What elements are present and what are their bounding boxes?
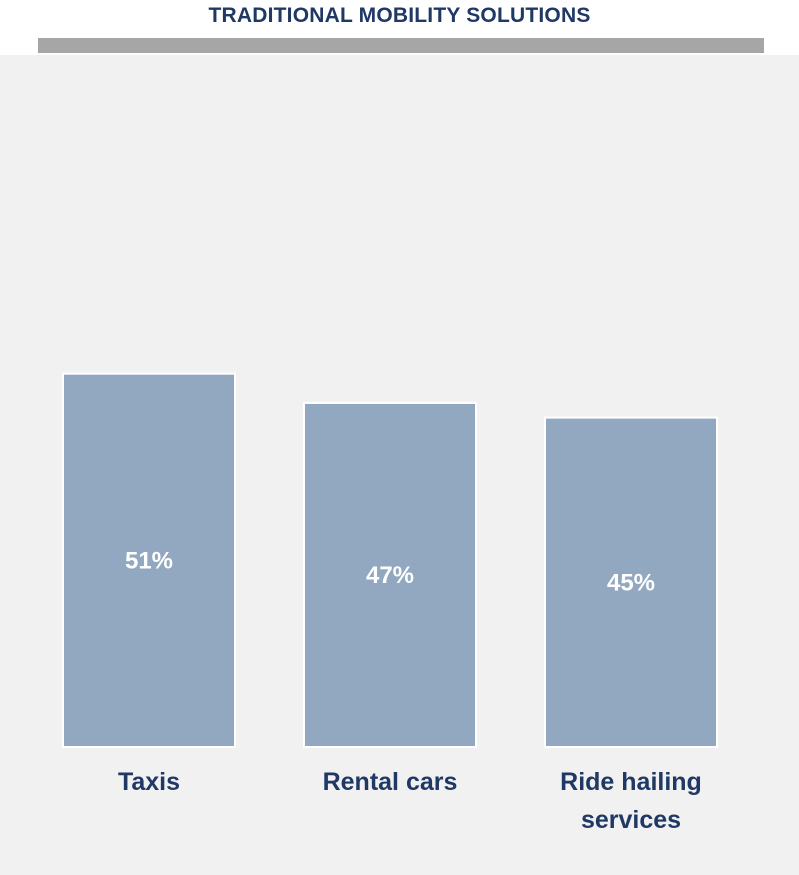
bar-chart: 51% Taxis 47% Rental cars 45% Ride hailing ser…: [62, 372, 718, 834]
title-divider: [38, 38, 764, 53]
chart-title: TRADITIONAL MOBILITY SOLUTIONS: [208, 4, 591, 27]
bar-taxis: [62, 372, 236, 748]
bar-value-label: 51%: [125, 547, 173, 574]
category-label: Ride hailing: [560, 768, 702, 796]
category-label: Rental cars: [323, 768, 458, 796]
category-label: Taxis: [118, 768, 180, 796]
category-label: services: [581, 806, 681, 834]
chart-panel: 51% Taxis 47% Rental cars 45% Ride hailing ser…: [0, 55, 799, 875]
bar-value-label: 47%: [366, 562, 414, 589]
bar-ride-hailing-services: [544, 416, 718, 748]
bar-rental-cars: [303, 401, 477, 748]
bar-value-label: 45%: [607, 569, 655, 596]
